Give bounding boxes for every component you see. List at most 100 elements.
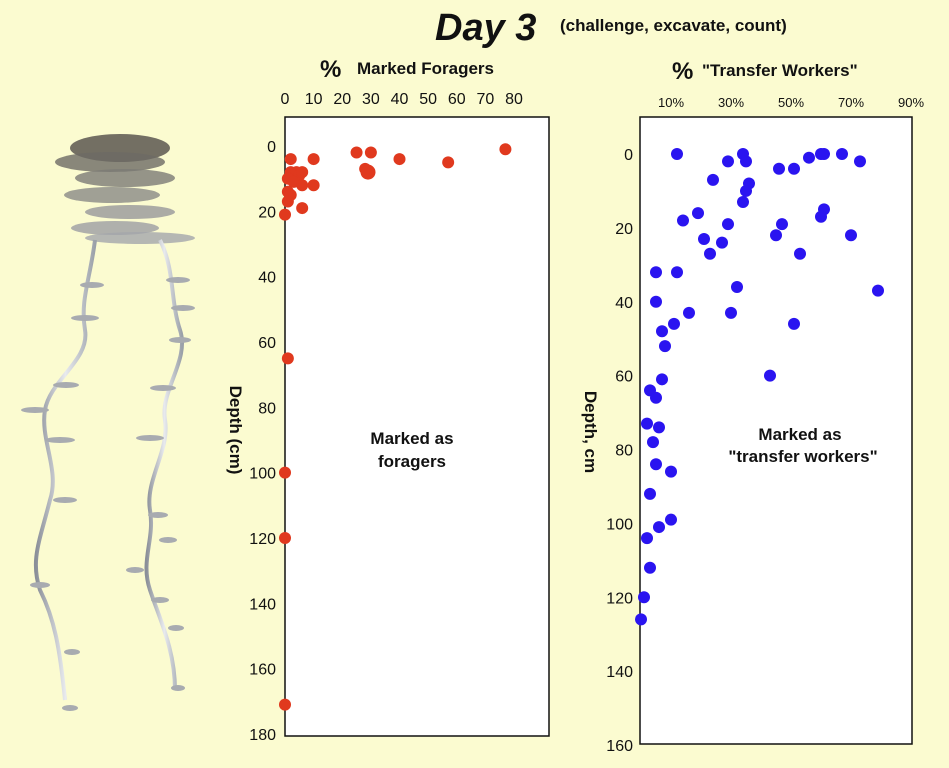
transfer-data-point bbox=[707, 173, 719, 186]
foragers-chart: % Marked Foragers 0 10 20 30 40 50 60 70 80 0 20 4… bbox=[226, 56, 550, 744]
transfer-data-point bbox=[665, 513, 677, 526]
transfer-data-point bbox=[638, 591, 650, 604]
foragers-title: Marked Foragers bbox=[357, 59, 494, 78]
transfer-data-point bbox=[764, 369, 776, 382]
transfer-y-tick-label: 140 bbox=[606, 664, 633, 681]
foragers-title-percent: % bbox=[320, 56, 341, 83]
transfer-annotation-line2: "transfer workers" bbox=[728, 447, 877, 466]
foragers-y-tick-label: 40 bbox=[258, 270, 276, 287]
transfer-data-point bbox=[683, 306, 695, 319]
transfer-data-point bbox=[770, 229, 782, 242]
foragers-data-point bbox=[279, 698, 291, 711]
transfer-y-tick-label: 20 bbox=[615, 221, 633, 238]
transfer-data-point bbox=[845, 229, 857, 242]
transfer-y-tick-label: 40 bbox=[615, 295, 633, 312]
transfer-data-point bbox=[650, 391, 662, 404]
foragers-data-point bbox=[393, 153, 406, 166]
transfer-x-tick-label: 70% bbox=[838, 95, 864, 110]
transfer-x-tick-label: 50% bbox=[778, 95, 804, 110]
foragers-data-point bbox=[279, 532, 291, 544]
foragers-data-point bbox=[296, 179, 309, 192]
foragers-annotation-line1: Marked as bbox=[370, 429, 453, 448]
transfer-data-point bbox=[722, 218, 734, 231]
transfer-y-tick-label: 120 bbox=[606, 590, 633, 607]
transfer-data-point bbox=[698, 232, 710, 245]
transfer-data-point bbox=[725, 306, 737, 319]
transfer-data-point bbox=[776, 218, 788, 231]
foragers-y-tick-label: 60 bbox=[258, 335, 276, 352]
transfer-data-point bbox=[788, 317, 800, 330]
transfer-title: "Transfer Workers" bbox=[702, 61, 858, 80]
foragers-data-point bbox=[360, 164, 376, 180]
foragers-data-point bbox=[281, 195, 294, 208]
foragers-data-point bbox=[284, 153, 297, 166]
foragers-y-tick-label: 100 bbox=[249, 466, 276, 483]
transfer-x-tick-label: 90% bbox=[898, 95, 924, 110]
foragers-y-tick-label: 180 bbox=[249, 727, 276, 744]
foragers-data-point bbox=[279, 466, 291, 479]
foragers-y-tick-label: 160 bbox=[249, 662, 276, 679]
transfer-data-point bbox=[653, 521, 665, 534]
transfer-data-point bbox=[644, 561, 656, 574]
foragers-data-point bbox=[442, 156, 455, 169]
transfer-data-point bbox=[737, 196, 749, 209]
transfer-data-point bbox=[818, 148, 830, 160]
transfer-data-point bbox=[740, 184, 752, 197]
transfer-data-point bbox=[656, 325, 668, 338]
foragers-y-tick-label: 20 bbox=[258, 204, 276, 221]
transfer-y-tick-label: 160 bbox=[606, 738, 633, 755]
foragers-data-point bbox=[279, 208, 291, 221]
transfer-data-point bbox=[665, 465, 677, 478]
transfer-data-point bbox=[872, 284, 884, 297]
transfer-data-point bbox=[794, 247, 806, 260]
foragers-data-point bbox=[281, 352, 294, 365]
transfer-data-point bbox=[773, 162, 785, 175]
transfer-data-point bbox=[677, 214, 689, 227]
transfer-y-axis-label: Depth, cm bbox=[581, 391, 600, 473]
foragers-x-tick-label: 80 bbox=[505, 91, 523, 108]
transfer-data-point bbox=[659, 340, 671, 353]
transfer-data-point bbox=[803, 151, 815, 164]
page-subtitle: (challenge, excavate, count) bbox=[560, 16, 787, 35]
transfer-data-point bbox=[668, 317, 680, 330]
transfer-y-tick-label: 100 bbox=[606, 516, 633, 533]
foragers-y-axis-label: Depth (cm) bbox=[226, 386, 245, 475]
transfer-y-ticks: 0 20 40 60 80 100 120 140 160 bbox=[606, 147, 633, 755]
foragers-data-point bbox=[307, 153, 320, 166]
transfer-data-point bbox=[647, 436, 659, 449]
foragers-data-point bbox=[499, 143, 512, 156]
ant-nest-cast-illustration bbox=[21, 134, 195, 711]
foragers-y-tick-label: 140 bbox=[249, 596, 276, 613]
foragers-x-tick-label: 20 bbox=[333, 91, 351, 108]
transfer-data-point bbox=[653, 421, 665, 434]
foragers-x-tick-label: 40 bbox=[391, 91, 409, 108]
transfer-y-tick-label: 60 bbox=[615, 369, 633, 386]
transfer-x-tick-label: 30% bbox=[718, 95, 744, 110]
transfer-points bbox=[635, 148, 884, 626]
foragers-y-ticks: 0 20 40 60 80 100 120 140 160 180 bbox=[249, 139, 276, 744]
foragers-plot-area bbox=[284, 116, 550, 737]
transfer-chart: % "Transfer Workers" 10% 30% 50% 70% 90% 0 20… bbox=[581, 58, 924, 755]
foragers-points bbox=[279, 143, 512, 711]
transfer-data-point bbox=[635, 613, 647, 626]
foragers-x-tick-label: 30 bbox=[362, 91, 380, 108]
transfer-data-point bbox=[740, 155, 752, 168]
page-title: Day 3 bbox=[435, 7, 536, 49]
transfer-data-point bbox=[650, 458, 662, 471]
foragers-data-point bbox=[307, 179, 320, 192]
foragers-x-tick-label: 70 bbox=[476, 91, 494, 108]
transfer-x-tick-label: 10% bbox=[658, 95, 684, 110]
foragers-data-point bbox=[296, 166, 309, 179]
transfer-data-point bbox=[788, 162, 800, 175]
foragers-x-tick-label: 60 bbox=[448, 91, 466, 108]
foragers-annotation-line2: foragers bbox=[378, 452, 446, 471]
foragers-data-point bbox=[364, 146, 377, 159]
transfer-data-point bbox=[671, 266, 683, 279]
transfer-data-point bbox=[656, 373, 668, 386]
foragers-y-tick-label: 80 bbox=[258, 400, 276, 417]
foragers-data-point bbox=[296, 202, 309, 215]
transfer-data-point bbox=[641, 532, 653, 545]
transfer-data-point bbox=[815, 210, 827, 223]
foragers-x-tick-label: 50 bbox=[419, 91, 437, 108]
